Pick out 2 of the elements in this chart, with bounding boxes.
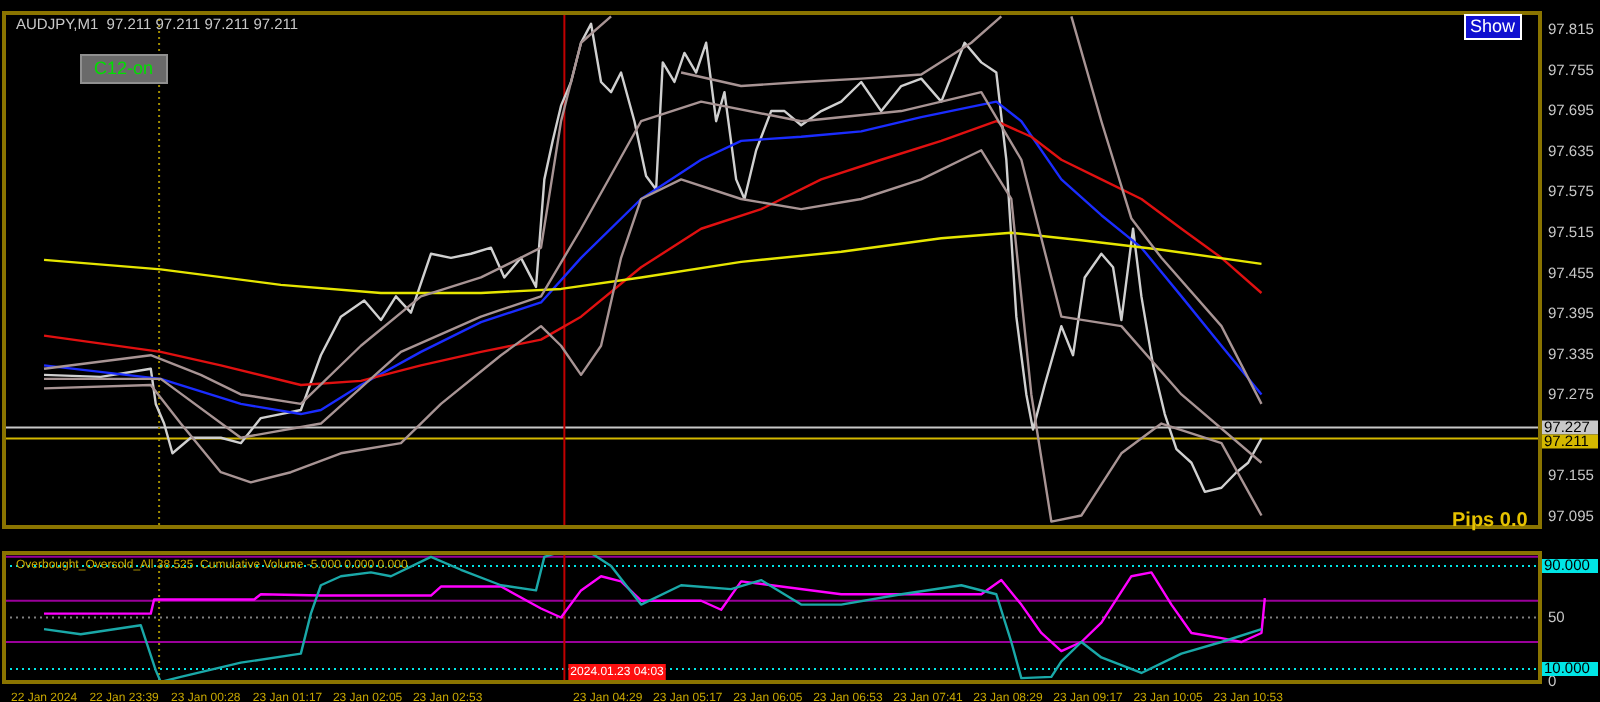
button: Show <box>1464 14 1522 40</box>
button: C12-on <box>80 54 168 84</box>
